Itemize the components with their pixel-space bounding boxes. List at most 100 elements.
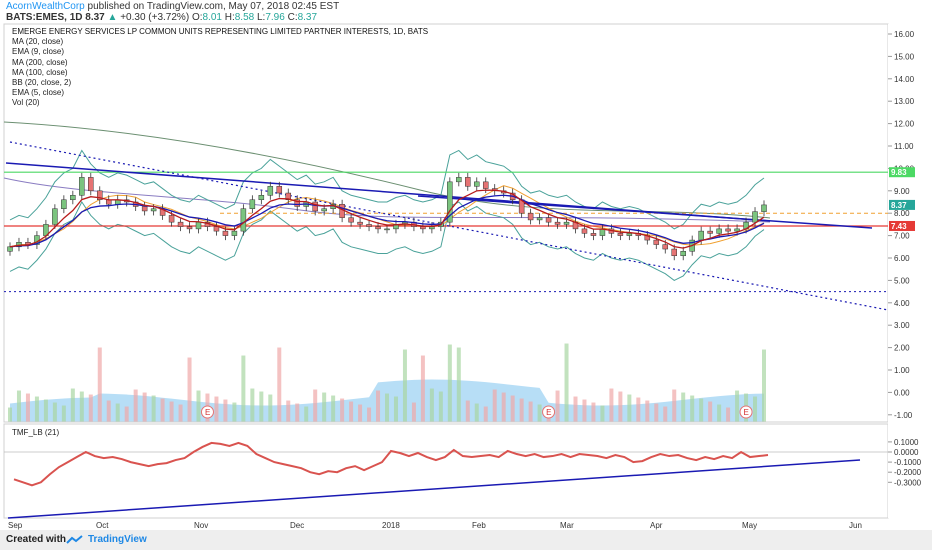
volume-bar <box>627 394 632 422</box>
time-tick-label: Apr <box>650 521 663 530</box>
candle-body <box>294 199 300 207</box>
volume-bar <box>106 400 111 422</box>
candle-body <box>698 230 704 241</box>
volume-bar <box>385 393 389 422</box>
volume-bar <box>564 343 569 422</box>
candle-body <box>70 195 76 201</box>
indicator-ma100[interactable]: MA (100, close) <box>12 67 68 77</box>
bb-lower-line <box>9 201 765 281</box>
volume-bar <box>636 397 641 422</box>
indicator-ema5[interactable]: EMA (5, close) <box>12 88 65 98</box>
indicator-ema9[interactable]: EMA (9, close) <box>12 47 65 57</box>
price-tick-label: 3.00 <box>894 321 910 330</box>
tmf-tick-label: 0.0000 <box>894 448 919 457</box>
candle-body <box>52 208 58 225</box>
candle-body <box>7 246 13 252</box>
chart-header: AcornWealthCorp published on TradingView… <box>0 0 932 24</box>
volume-bar <box>241 355 246 422</box>
volume-bar <box>232 402 237 422</box>
earnings-marker-icon <box>200 405 214 419</box>
volume-bar <box>510 395 515 422</box>
volume-bar <box>393 396 398 422</box>
candle-body <box>626 233 633 236</box>
close-value: 8.37 <box>297 12 318 23</box>
bb-upper-line <box>9 149 765 230</box>
chart-canvas[interactable]: 16.0015.0014.0013.0012.0011.0010.009.008… <box>0 0 932 530</box>
indicator-ma200[interactable]: MA (200, close) <box>12 57 68 67</box>
volume-bar <box>358 404 363 422</box>
volume-bar <box>573 396 578 422</box>
green-level-label: 9.83 <box>891 168 907 177</box>
volume-bar <box>268 394 273 422</box>
author-link[interactable]: AcornWealthCorp <box>6 1 85 12</box>
price-tick-label: 4.00 <box>894 299 910 308</box>
candle-body <box>761 204 767 212</box>
volume-bar <box>124 406 129 422</box>
price-tick-label: 0.00 <box>894 388 910 397</box>
volume-bar <box>600 405 605 422</box>
volume-bar <box>753 396 758 422</box>
tradingview-brand[interactable]: TradingView <box>88 534 147 545</box>
indicator-bb[interactable]: BB (20, close, 2) <box>12 78 72 88</box>
candle-body <box>348 217 354 223</box>
volume-bar <box>519 398 524 422</box>
volume-bar <box>79 391 84 422</box>
volume-bar <box>304 406 309 422</box>
volume-bar <box>8 407 12 422</box>
earnings-marker-label: E <box>744 408 749 417</box>
candle-body <box>79 177 85 196</box>
volume-bar <box>286 400 291 422</box>
tmf-legend[interactable]: TMF_LB (21) <box>12 428 60 437</box>
price-tick-label: 13.00 <box>894 97 915 106</box>
volume-bar <box>690 395 695 422</box>
ema9-line <box>9 194 765 248</box>
volume-bar <box>591 402 596 422</box>
candle-body <box>177 221 184 227</box>
volume-bar <box>277 347 282 422</box>
earnings-marker-label: E <box>546 408 551 417</box>
volume-bar <box>402 349 407 422</box>
tradingview-logo-icon <box>66 535 83 544</box>
candle-body <box>707 230 713 234</box>
volume-bar <box>52 402 57 422</box>
created-with-text: Created with <box>6 534 67 545</box>
indicator-ma20[interactable]: MA (20, close) <box>12 37 64 47</box>
volume-bar <box>70 388 75 422</box>
footer: Created with TradingView <box>0 530 932 550</box>
symbol: BATS:EMES, 1D <box>6 12 83 23</box>
candle-body <box>61 199 67 209</box>
volume-bar <box>735 390 740 422</box>
volume-bar <box>340 398 345 422</box>
indicator-vol[interactable]: Vol (20) <box>12 98 40 108</box>
volume-bar <box>16 390 21 422</box>
volume-bar <box>187 357 192 422</box>
price-tick-label: 7.00 <box>894 232 910 241</box>
volume-bar <box>492 389 497 422</box>
volume-bar <box>582 399 587 422</box>
candle-body <box>222 230 229 236</box>
volume-bar <box>115 403 120 422</box>
candle-body <box>16 242 22 248</box>
candle-body <box>258 195 265 201</box>
candle-body <box>141 206 148 212</box>
time-tick-label: Feb <box>472 521 486 530</box>
candle-body <box>527 212 534 221</box>
publish-line: AcornWealthCorp published on TradingView… <box>6 1 339 12</box>
ema5-line <box>9 189 765 249</box>
price-tick-label: 12.00 <box>894 120 915 129</box>
candle-body <box>680 251 686 257</box>
time-tick-label: Sep <box>8 521 23 530</box>
volume-bar <box>169 401 174 422</box>
last-price-label: 8.37 <box>891 201 907 210</box>
volume-bar <box>663 406 668 422</box>
volume-bar <box>672 389 677 422</box>
change-up-icon: ▲ <box>107 12 118 23</box>
tmf-tick-label: -0.2000 <box>894 468 922 477</box>
candle-body <box>671 248 677 257</box>
volume-bar <box>762 349 766 422</box>
candle-body <box>563 221 570 225</box>
volume-bar <box>717 404 722 422</box>
dotted-trendline <box>9 141 889 311</box>
candle-body <box>662 244 669 250</box>
low-label: L: <box>257 12 266 23</box>
